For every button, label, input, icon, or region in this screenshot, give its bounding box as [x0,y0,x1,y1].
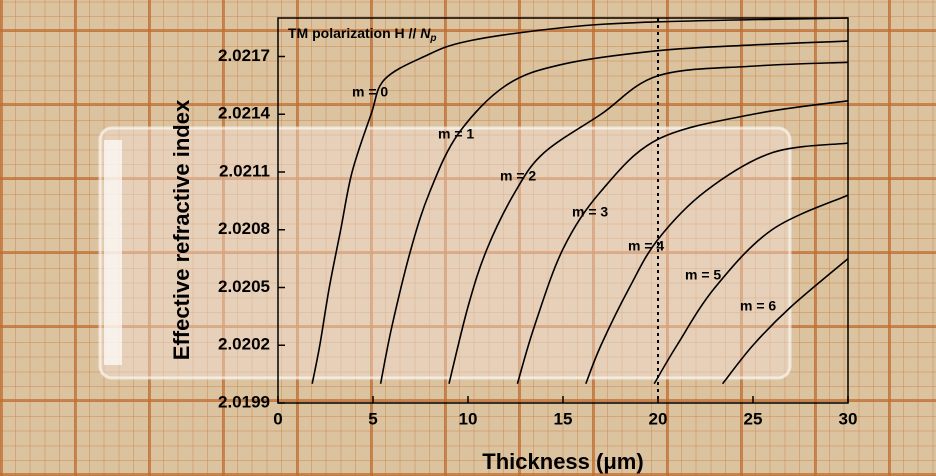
y-tick-label: 2.0202 [218,335,270,354]
y-tick-label: 2.0205 [218,277,270,296]
y-tick-label: 2.0199 [218,392,270,411]
x-tick-label: 20 [649,409,668,428]
mode-label: m = 5 [685,267,721,283]
y-tick-label: 2.0214 [218,104,271,123]
chart: TM polarization H // Np Thickness (μm) E… [0,0,936,476]
mode-label: m = 4 [628,238,664,254]
y-tick-label: 2.0217 [218,46,270,65]
y-tick-label: 2.0211 [219,161,270,180]
y-tick-label: 2.0208 [218,219,270,238]
screenshot: TM polarization H // Np Thickness (μm) E… [0,0,936,476]
x-tick-label: 15 [554,409,573,428]
glass-block [100,128,790,378]
mode-label: m = 0 [352,84,388,100]
glass-edge [104,140,122,365]
chart-title: TM polarization H // Np [288,25,436,44]
x-tick-label: 10 [459,409,478,428]
mode-label: m = 3 [572,204,608,220]
x-tick-label: 0 [273,409,282,428]
mode-label: m = 2 [500,168,536,184]
mode-label: m = 1 [438,126,474,142]
x-tick-label: 5 [368,409,377,428]
mode-label: m = 6 [740,298,776,314]
y-axis-label: Effective refractive index [169,99,194,360]
x-tick-label: 30 [839,409,858,428]
x-axis-label: Thickness (μm) [482,449,643,474]
x-tick-label: 25 [744,409,763,428]
